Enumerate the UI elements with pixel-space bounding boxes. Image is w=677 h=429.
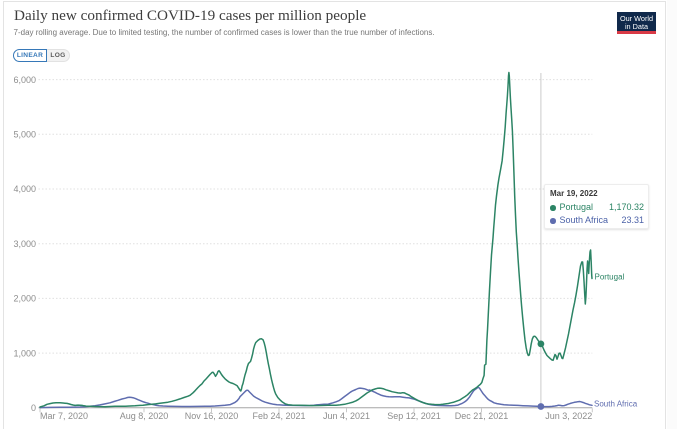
svg-text:3,000: 3,000 [13,239,36,249]
svg-text:4,000: 4,000 [13,184,36,194]
svg-text:South Africa: South Africa [594,400,638,409]
svg-text:6,000: 6,000 [13,75,36,85]
svg-text:Feb 24, 2021: Feb 24, 2021 [252,411,305,421]
svg-text:0: 0 [31,403,36,413]
svg-text:Portugal: Portugal [595,273,625,282]
svg-text:1,000: 1,000 [13,348,36,358]
svg-text:Jun 4, 2021: Jun 4, 2021 [323,411,370,421]
svg-text:Dec 21, 2021: Dec 21, 2021 [455,411,509,421]
svg-text:Jun 3, 2022: Jun 3, 2022 [545,411,592,421]
svg-text:Nov 16, 2020: Nov 16, 2020 [185,411,239,421]
svg-text:Mar 7, 2020: Mar 7, 2020 [40,411,88,421]
svg-text:Aug 8, 2020: Aug 8, 2020 [120,411,169,421]
svg-text:2,000: 2,000 [13,294,36,304]
svg-text:5,000: 5,000 [13,130,36,140]
svg-text:Sep 12, 2021: Sep 12, 2021 [387,411,441,421]
